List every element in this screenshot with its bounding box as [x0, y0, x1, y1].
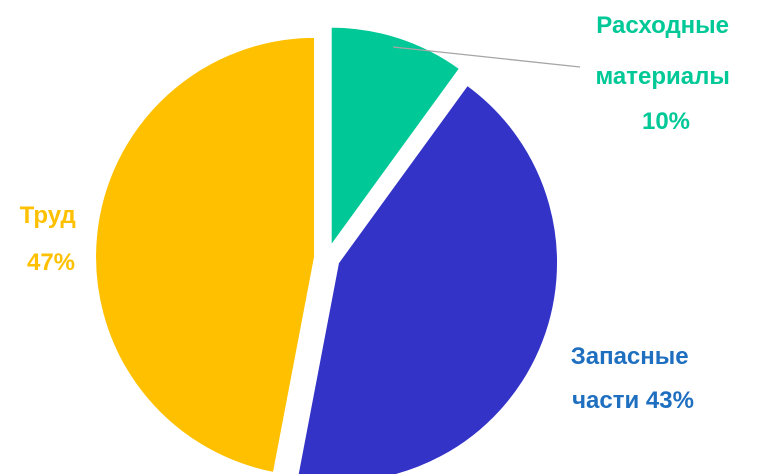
slice-label-labor: Труд 47% — [20, 202, 83, 276]
slice-label-consumables: Расходные материалы 10% — [595, 12, 736, 135]
slice-spare-parts — [296, 83, 560, 474]
leader-line-consumables — [392, 46, 581, 68]
slice-consumables — [329, 25, 462, 250]
slice-label-spare-parts: Запасные части 43% — [571, 343, 696, 414]
slice-labor — [94, 35, 317, 474]
pie-slices — [94, 25, 560, 474]
